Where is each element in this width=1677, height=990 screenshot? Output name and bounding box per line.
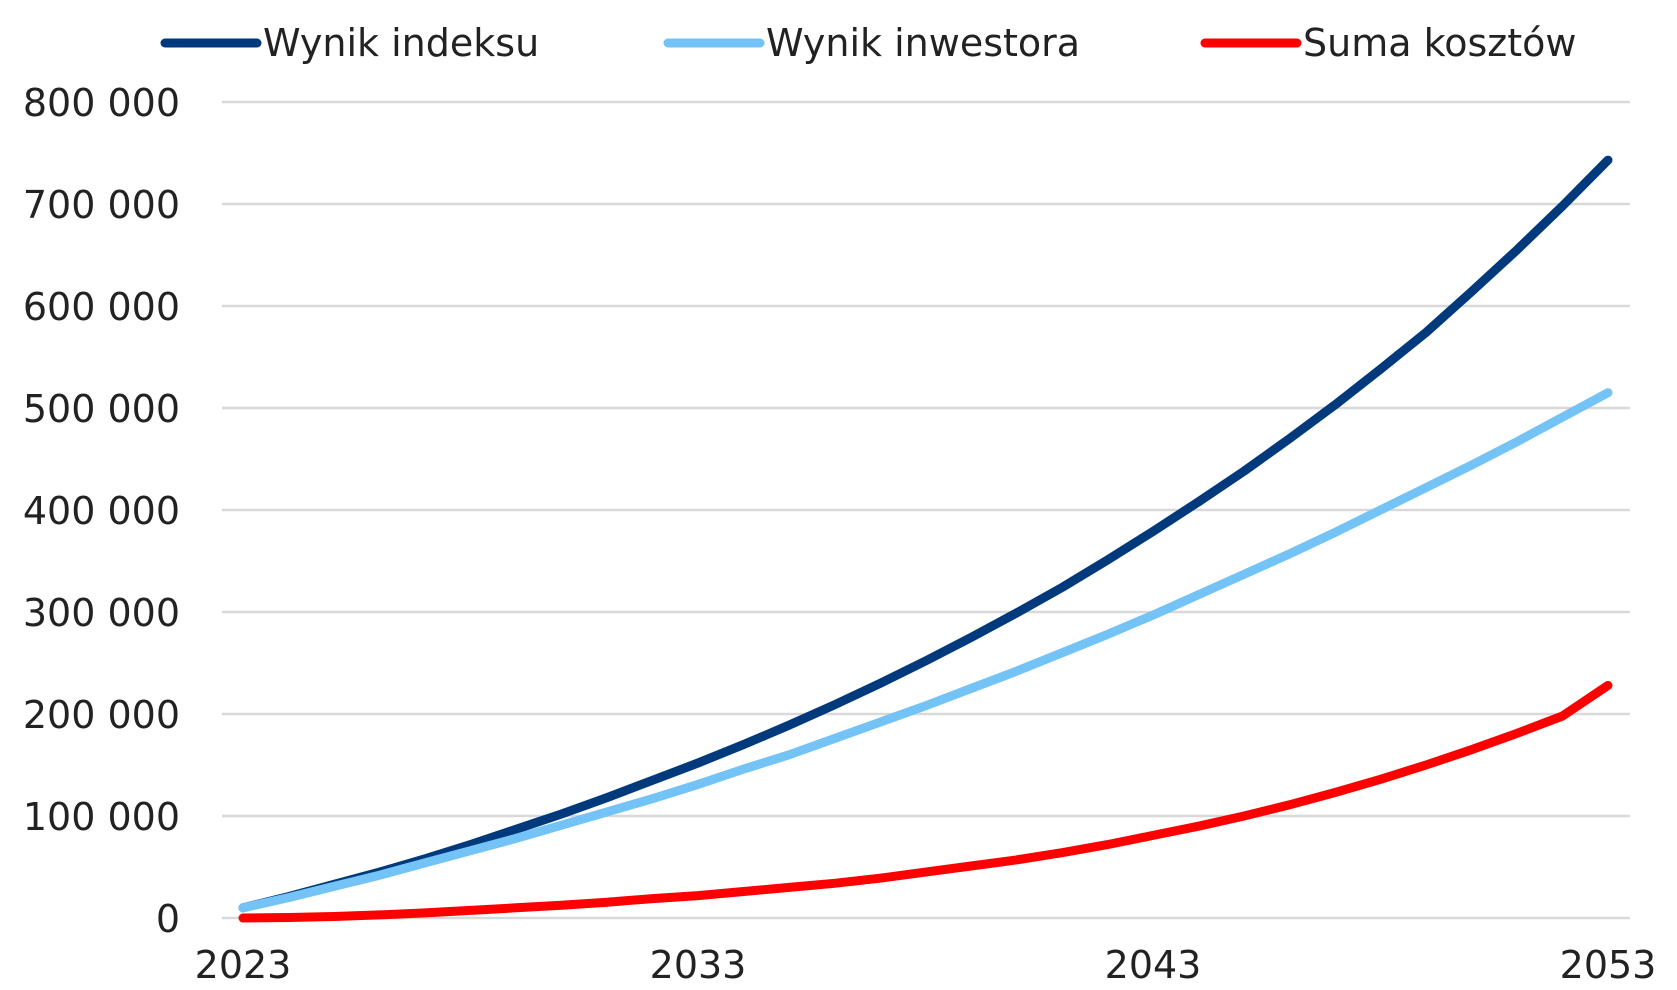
x-tick-label: 2053 <box>1560 943 1657 987</box>
legend-label: Suma kosztów <box>1303 21 1576 65</box>
y-tick-label: 0 <box>156 897 180 941</box>
y-axis-tick-labels: 0 100 000 200 000 300 000 400 000 500 000 600 … <box>23 81 180 941</box>
series-line-3 <box>238 680 1613 923</box>
grid-lines <box>222 100 1630 920</box>
y-tick-label: 800 000 <box>23 81 180 125</box>
series-lines <box>238 155 1613 923</box>
x-tick-label: 2023 <box>195 943 292 987</box>
x-axis-tick-labels: 2023 2033 2043 2053 <box>195 943 1657 987</box>
legend-label: Wynik inwestora <box>766 21 1080 65</box>
y-tick-label: 600 000 <box>23 285 180 329</box>
y-tick-label: 400 000 <box>23 489 180 533</box>
legend: Wynik indeksu Wynik inwestora Suma kosztów <box>160 21 1576 65</box>
y-tick-label: 300 000 <box>23 591 180 635</box>
series-line-1 <box>238 155 1613 913</box>
legend-label: Wynik indeksu <box>263 21 539 65</box>
y-tick-label: 700 000 <box>23 183 180 227</box>
y-tick-label: 100 000 <box>23 795 180 839</box>
series-line-2 <box>238 388 1613 913</box>
y-tick-label: 200 000 <box>23 693 180 737</box>
y-tick-label: 500 000 <box>23 387 180 431</box>
x-tick-label: 2043 <box>1105 943 1202 987</box>
x-tick-label: 2033 <box>650 943 747 987</box>
